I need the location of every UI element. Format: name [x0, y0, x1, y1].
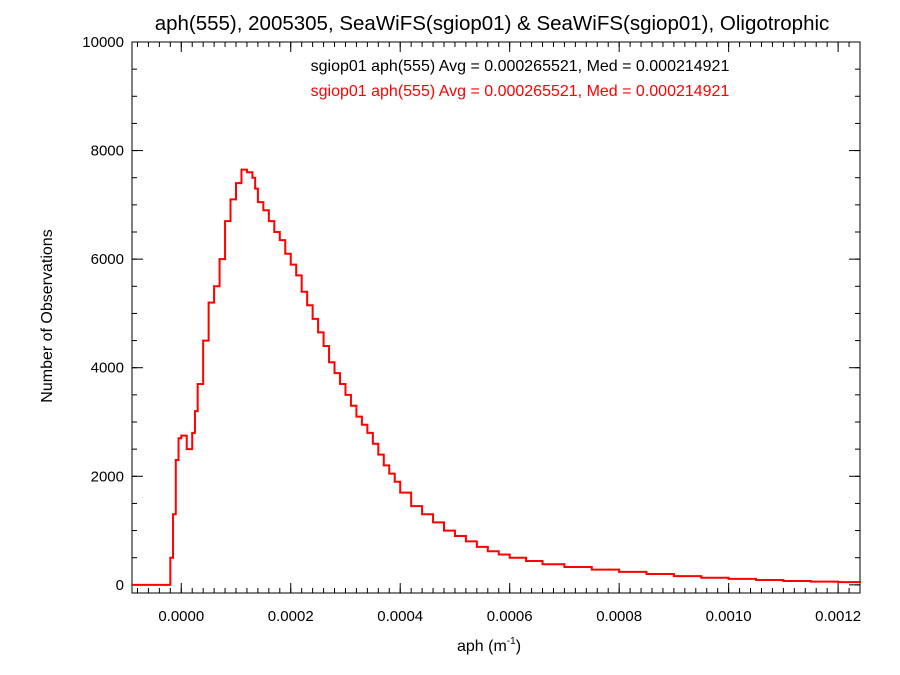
histogram-point	[278, 239, 281, 242]
histogram-point	[229, 198, 232, 201]
histogram-point	[185, 448, 188, 451]
histogram-point	[486, 550, 489, 553]
histogram-point	[262, 209, 265, 212]
x-tick-label: 0.0004	[377, 608, 423, 625]
x-tick-label: 0.0006	[487, 608, 533, 625]
y-tick-label: 0	[116, 577, 124, 594]
histogram-point	[618, 570, 621, 573]
histogram-point	[590, 568, 593, 571]
histogram-point	[859, 581, 861, 584]
histogram-point	[289, 263, 292, 266]
histogram-point	[317, 331, 320, 334]
histogram-point	[202, 339, 205, 342]
histogram-point	[525, 560, 528, 562]
histogram-point	[284, 252, 287, 255]
y-tick-label: 8000	[91, 143, 124, 160]
histogram-point	[432, 521, 434, 524]
histogram-point	[328, 361, 330, 364]
histogram-point	[256, 201, 259, 204]
histogram-point	[344, 393, 347, 396]
histogram-point	[508, 556, 511, 559]
histogram-point	[727, 577, 730, 580]
histogram-point	[177, 437, 180, 440]
histogram-point	[809, 580, 812, 583]
histogram-point	[475, 545, 478, 548]
histogram-point	[180, 434, 183, 437]
histogram-point	[306, 304, 309, 307]
histogram-point	[563, 566, 566, 568]
histogram-point	[497, 553, 500, 556]
histogram-point	[350, 404, 352, 407]
x-tick-label: 0.0008	[596, 608, 642, 625]
histogram-point	[172, 513, 174, 516]
histogram-point	[213, 285, 216, 288]
histogram-point	[240, 168, 243, 171]
histogram-point	[224, 220, 226, 223]
y-tick-label: 2000	[91, 468, 124, 485]
histogram-point	[464, 540, 467, 543]
histogram-point	[410, 505, 413, 508]
histogram-point	[207, 301, 210, 304]
chart-title: aph(555), 2005305, SeaWiFS(sgiop01) & Se…	[155, 12, 830, 35]
legend-entry-black: sgiop01 aph(555) Avg = 0.000265521, Med …	[311, 58, 730, 75]
histogram-point	[300, 290, 303, 293]
histogram-point	[322, 345, 325, 347]
histogram-point	[645, 573, 648, 575]
x-axis-label-main: aph (m	[457, 638, 507, 655]
histogram-point	[218, 258, 221, 261]
histogram-point	[131, 583, 133, 586]
histogram-point	[454, 535, 456, 537]
histogram-point	[295, 274, 298, 277]
histogram-point	[377, 453, 380, 456]
histogram-point	[672, 575, 675, 578]
histogram-point	[541, 563, 544, 566]
histogram-point	[388, 472, 391, 475]
histogram-point	[311, 317, 314, 320]
legend-entry-red: sgiop01 aph(555) Avg = 0.000265521, Med …	[311, 83, 730, 100]
x-axis-label-tail: )	[516, 638, 521, 655]
y-tick-label: 4000	[91, 360, 124, 377]
histogram-point	[251, 176, 254, 179]
histogram-point	[443, 529, 445, 532]
x-tick-label: 0.0000	[158, 608, 204, 625]
x-tick-label: 0.0012	[815, 608, 861, 625]
histogram-point	[421, 513, 424, 516]
histogram-point	[339, 383, 341, 385]
histogram-point	[371, 442, 374, 445]
histogram-point	[191, 431, 194, 434]
histogram-point	[700, 576, 703, 579]
histogram-point	[333, 372, 336, 375]
histogram-series-line	[132, 168, 861, 586]
histogram-point	[273, 231, 276, 233]
y-axis-label: Number of Observations	[39, 229, 56, 402]
histogram-point	[235, 182, 237, 185]
histogram-point	[382, 464, 385, 467]
histogram-point	[399, 491, 402, 494]
histogram-point	[174, 459, 177, 461]
axes-layer: 0.0000 0.0002 0.0004 0.0006 0.0008 0.0010 0.00…	[82, 34, 861, 625]
y-tick-label: 10000	[82, 34, 124, 51]
histogram-point	[782, 580, 785, 582]
histogram-point	[393, 480, 396, 483]
histogram-point	[355, 415, 358, 418]
histogram-point	[755, 579, 757, 581]
y-tick-label: 6000	[91, 251, 124, 268]
x-axis-label-superscript: -1	[507, 636, 516, 647]
histogram-point	[254, 187, 257, 190]
x-tick-label: 0.0002	[268, 608, 314, 625]
histogram-point	[837, 581, 840, 584]
x-tick-label: 0.0010	[706, 608, 752, 625]
x-axis-label: aph (m-1)	[457, 636, 521, 655]
plot-frame	[131, 41, 861, 594]
histogram-point	[360, 423, 363, 426]
histogram-point	[194, 410, 196, 413]
histogram-point	[169, 556, 172, 559]
histogram-point	[267, 220, 270, 223]
histogram-point	[246, 171, 248, 174]
histogram-point	[196, 383, 199, 385]
series-layer	[131, 168, 861, 586]
histogram-point	[366, 431, 369, 434]
